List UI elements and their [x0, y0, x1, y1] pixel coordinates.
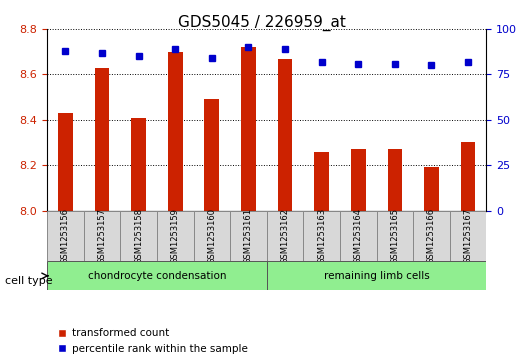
Text: GSM1253162: GSM1253162	[280, 208, 290, 264]
Bar	[351, 149, 366, 211]
Bar	[278, 58, 292, 211]
Bar	[241, 47, 256, 211]
Text: GSM1253160: GSM1253160	[207, 208, 217, 264]
Bar	[388, 149, 402, 211]
Text: GSM1253158: GSM1253158	[134, 208, 143, 264]
FancyBboxPatch shape	[47, 261, 267, 290]
FancyBboxPatch shape	[377, 211, 413, 261]
Text: GDS5045 / 226959_at: GDS5045 / 226959_at	[178, 15, 345, 31]
FancyBboxPatch shape	[413, 211, 450, 261]
Bar	[58, 113, 73, 211]
FancyBboxPatch shape	[157, 211, 194, 261]
FancyBboxPatch shape	[450, 211, 486, 261]
Bar	[314, 152, 329, 211]
Text: GSM1253163: GSM1253163	[317, 208, 326, 264]
FancyBboxPatch shape	[120, 211, 157, 261]
Text: GSM1253159: GSM1253159	[170, 208, 180, 264]
Text: chondrocyte condensation: chondrocyte condensation	[88, 271, 226, 281]
Text: GSM1253157: GSM1253157	[97, 208, 107, 264]
Bar	[131, 118, 146, 211]
Bar	[204, 99, 219, 211]
Text: GSM1253165: GSM1253165	[390, 208, 400, 264]
FancyBboxPatch shape	[84, 211, 120, 261]
Bar	[461, 142, 475, 211]
FancyBboxPatch shape	[303, 211, 340, 261]
FancyBboxPatch shape	[230, 211, 267, 261]
Text: GSM1253164: GSM1253164	[354, 208, 363, 264]
Text: GSM1253156: GSM1253156	[61, 208, 70, 264]
Text: GSM1253167: GSM1253167	[463, 208, 473, 264]
FancyBboxPatch shape	[340, 211, 377, 261]
FancyBboxPatch shape	[194, 211, 230, 261]
Bar	[95, 68, 109, 211]
Text: remaining limb cells: remaining limb cells	[324, 271, 429, 281]
FancyBboxPatch shape	[47, 211, 84, 261]
Legend: transformed count, percentile rank within the sample: transformed count, percentile rank withi…	[52, 324, 252, 358]
Text: GSM1253161: GSM1253161	[244, 208, 253, 264]
Text: GSM1253166: GSM1253166	[427, 208, 436, 264]
Text: cell type: cell type	[5, 276, 53, 286]
Bar	[424, 167, 439, 211]
FancyBboxPatch shape	[267, 211, 303, 261]
Bar	[168, 52, 183, 211]
FancyBboxPatch shape	[267, 261, 486, 290]
